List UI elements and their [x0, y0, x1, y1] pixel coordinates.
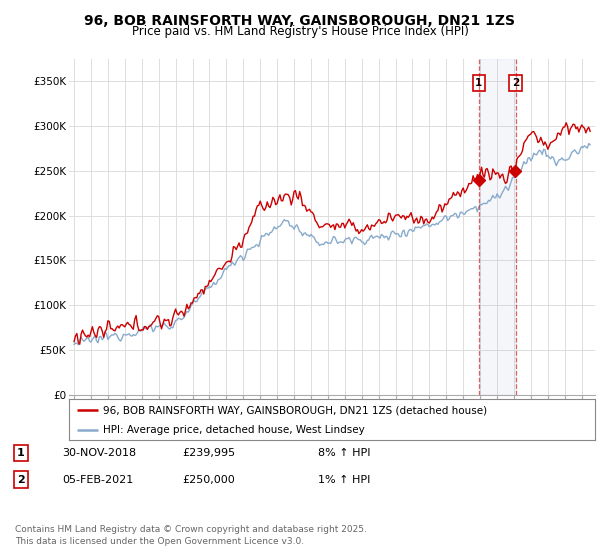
Text: 96, BOB RAINSFORTH WAY, GAINSBOROUGH, DN21 1ZS (detached house): 96, BOB RAINSFORTH WAY, GAINSBOROUGH, DN…	[103, 405, 487, 415]
Text: £250,000: £250,000	[182, 474, 235, 484]
Text: 1: 1	[17, 448, 25, 458]
Text: £239,995: £239,995	[182, 448, 236, 458]
Text: 30-NOV-2018: 30-NOV-2018	[62, 448, 136, 458]
Text: HPI: Average price, detached house, West Lindsey: HPI: Average price, detached house, West…	[103, 424, 365, 435]
Text: 96, BOB RAINSFORTH WAY, GAINSBOROUGH, DN21 1ZS: 96, BOB RAINSFORTH WAY, GAINSBOROUGH, DN…	[85, 14, 515, 28]
Text: 2: 2	[17, 474, 25, 484]
Text: Price paid vs. HM Land Registry's House Price Index (HPI): Price paid vs. HM Land Registry's House …	[131, 25, 469, 38]
Text: 8% ↑ HPI: 8% ↑ HPI	[317, 448, 370, 458]
Text: 2: 2	[512, 78, 519, 88]
Text: 1: 1	[475, 78, 482, 88]
Text: 1% ↑ HPI: 1% ↑ HPI	[317, 474, 370, 484]
Bar	[479, 59, 515, 395]
Text: 05-FEB-2021: 05-FEB-2021	[62, 474, 133, 484]
Text: Contains HM Land Registry data © Crown copyright and database right 2025.
This d: Contains HM Land Registry data © Crown c…	[15, 525, 367, 546]
